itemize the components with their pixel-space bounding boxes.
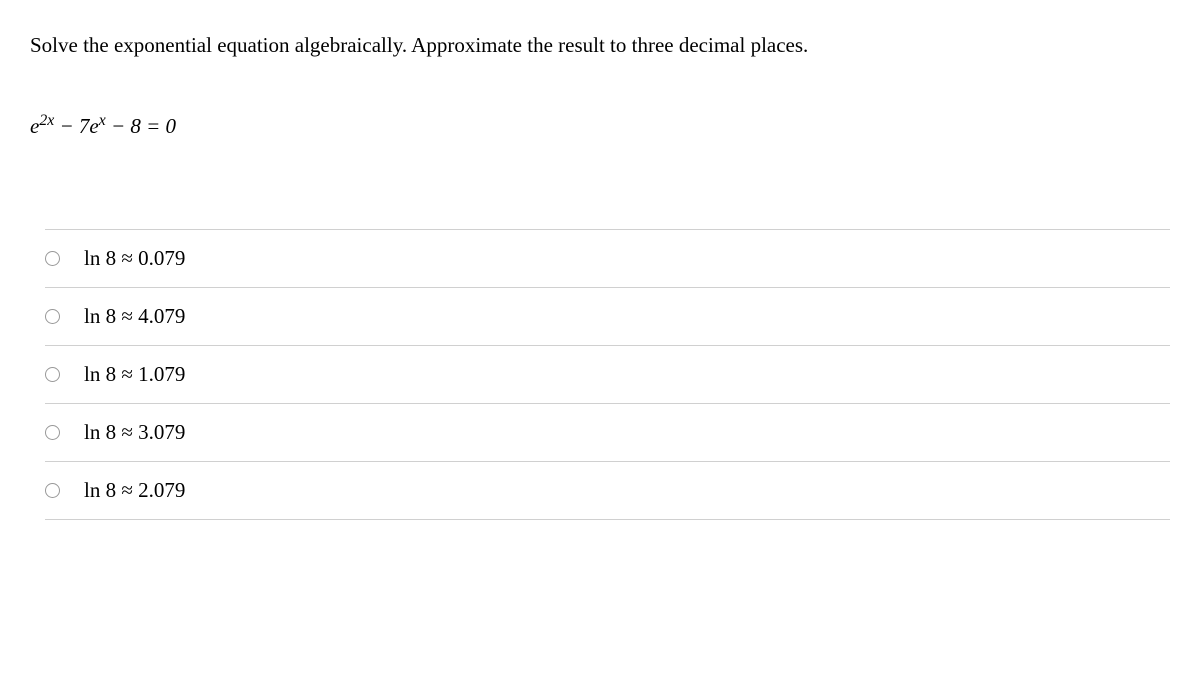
radio-button[interactable] [45,483,60,498]
equation-part-1: − 7 [54,114,89,138]
option-row[interactable]: ln 8 ≈ 3.079 [45,403,1170,461]
radio-button[interactable] [45,367,60,382]
option-label: ln 8 ≈ 2.079 [84,478,185,503]
option-row[interactable]: ln 8 ≈ 2.079 [45,461,1170,520]
equation-sup-0: 2x [39,112,54,129]
option-label: ln 8 ≈ 3.079 [84,420,185,445]
option-row[interactable]: ln 8 ≈ 1.079 [45,345,1170,403]
equation: e2x − 7ex − 8 = 0 [30,112,1170,139]
option-row[interactable]: ln 8 ≈ 4.079 [45,287,1170,345]
option-label: ln 8 ≈ 4.079 [84,304,185,329]
equation-part-2: e [89,114,98,138]
option-label: ln 8 ≈ 0.079 [84,246,185,271]
question-prompt: Solve the exponential equation algebraic… [30,30,1170,62]
question-text-content: Solve the exponential equation algebraic… [30,33,808,57]
equation-sup-1: x [99,112,106,129]
equation-part-0: e [30,114,39,138]
equation-part-3: − 8 = 0 [106,114,176,138]
option-row[interactable]: ln 8 ≈ 0.079 [45,229,1170,287]
radio-button[interactable] [45,425,60,440]
radio-button[interactable] [45,251,60,266]
options-list: ln 8 ≈ 0.079 ln 8 ≈ 4.079 ln 8 ≈ 1.079 l… [45,229,1170,520]
option-label: ln 8 ≈ 1.079 [84,362,185,387]
radio-button[interactable] [45,309,60,324]
